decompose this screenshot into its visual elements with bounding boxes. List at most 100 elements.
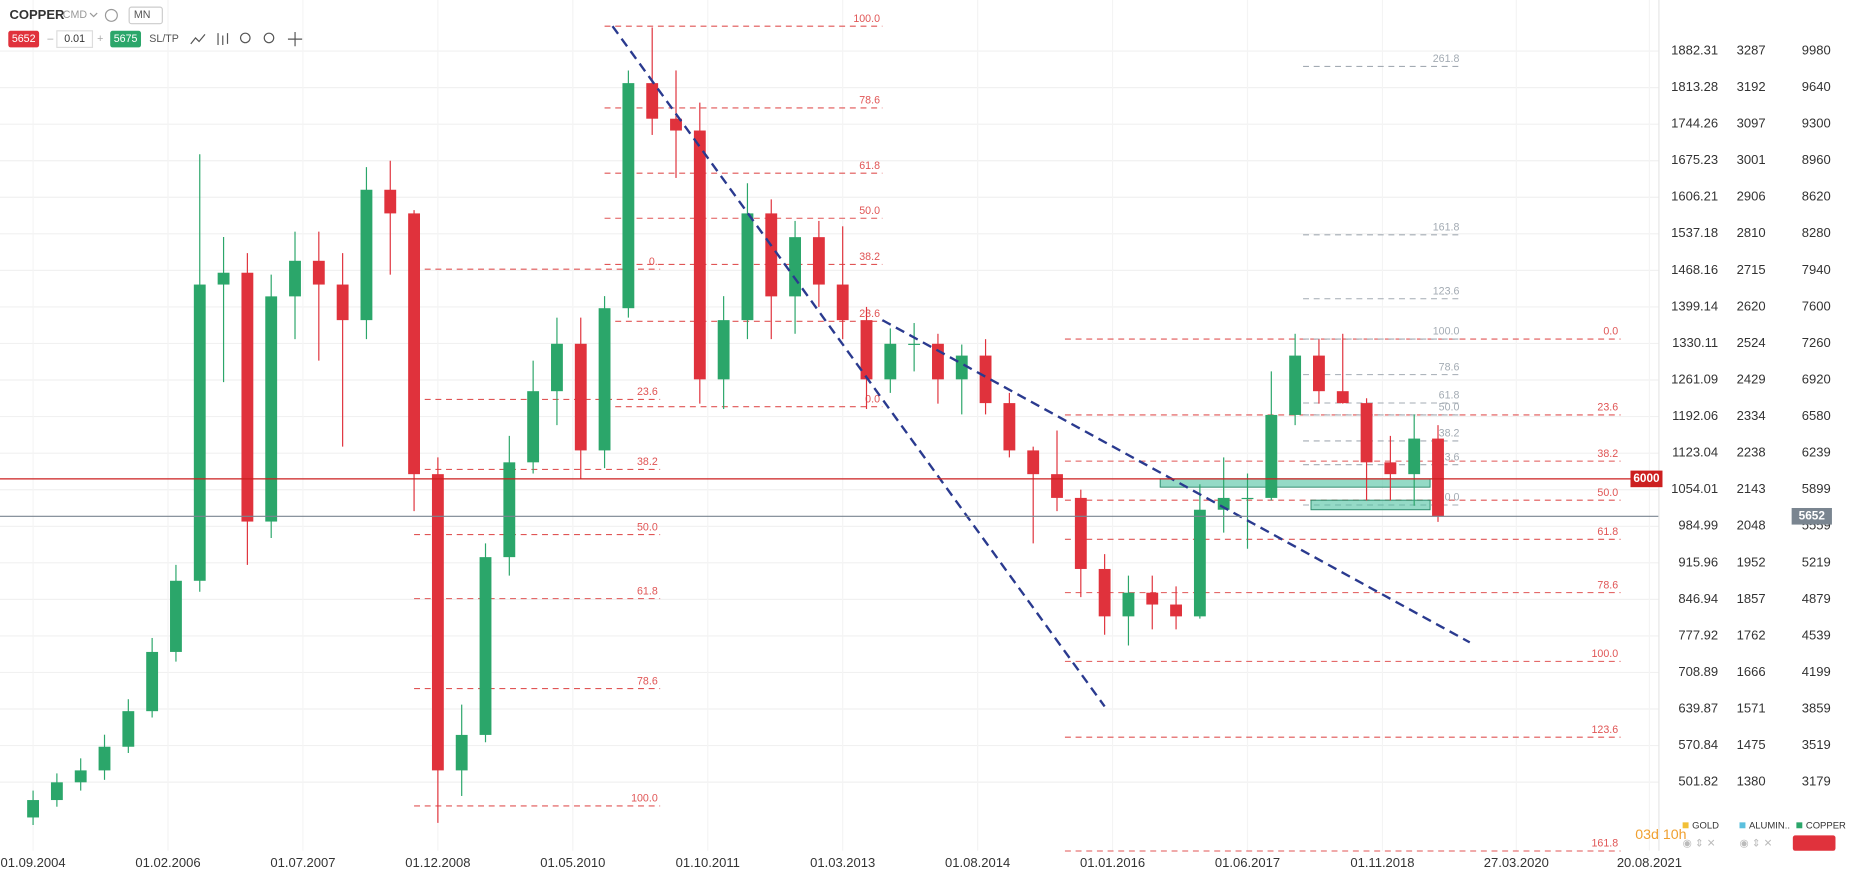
- fib-label: 38.2: [1597, 448, 1618, 460]
- info-icon[interactable]: [104, 8, 118, 22]
- interval-box[interactable]: [128, 6, 163, 25]
- y-tick-label: 4879: [1802, 591, 1831, 606]
- trend-line: [881, 319, 1471, 644]
- y-tick-label: 7940: [1802, 262, 1831, 277]
- candle-body: [455, 734, 468, 771]
- fib-label: 23.6: [1439, 451, 1460, 463]
- candle-body: [741, 213, 754, 321]
- legend-swatch: [1739, 822, 1746, 829]
- gold-tick-label: 1192.06: [1672, 408, 1718, 423]
- minus[interactable]: –: [47, 33, 53, 45]
- plus[interactable]: +: [97, 33, 103, 45]
- interval[interactable]: MN: [134, 9, 151, 21]
- y-tick-label: 8620: [1802, 189, 1831, 204]
- price-level-label: 5652: [1799, 508, 1826, 522]
- market: CMD: [63, 9, 88, 21]
- candle-body: [622, 83, 635, 309]
- y-tick-label: 4199: [1802, 664, 1831, 679]
- volume[interactable]: 0.01: [64, 33, 85, 45]
- volume-box[interactable]: [56, 30, 94, 48]
- legend-label: GOLD: [1692, 820, 1719, 831]
- fib-label: 123.6: [1592, 724, 1619, 736]
- candle-body: [336, 284, 349, 321]
- candle-body: [384, 189, 397, 214]
- candle-body: [551, 343, 563, 392]
- crosshair-icon[interactable]: [287, 31, 303, 47]
- candle-body: [670, 118, 682, 131]
- candle-body: [241, 272, 254, 522]
- candle-body: [1384, 462, 1397, 475]
- fib-label: 123.6: [1433, 285, 1460, 297]
- price-level-label: 6000: [1633, 471, 1660, 485]
- candle-body: [1265, 414, 1278, 498]
- candle-body: [1122, 592, 1135, 617]
- fib-label: 261.8: [1433, 53, 1460, 65]
- candle-body: [884, 343, 897, 380]
- fib-label: 100.0: [1433, 326, 1460, 338]
- buy-price[interactable]: 5675: [114, 33, 138, 45]
- candle-body: [27, 800, 39, 818]
- candle-body: [1432, 438, 1444, 517]
- candle-body: [765, 213, 778, 297]
- x-tick-label: 27.03.2020: [1484, 855, 1549, 870]
- candle-body: [98, 746, 111, 771]
- candle-body: [812, 237, 825, 285]
- support-zone: [1310, 499, 1431, 511]
- gold-tick-label: 1330.11: [1672, 335, 1718, 350]
- x-tick-label: 01.06.2017: [1215, 855, 1280, 870]
- sell-button[interactable]: [8, 30, 40, 48]
- dropdown-icon[interactable]: [89, 12, 98, 18]
- sltp[interactable]: SL/TP: [149, 33, 179, 45]
- candle-body: [1051, 474, 1063, 498]
- candle-body: [193, 284, 206, 581]
- x-tick-label: 01.11.2018: [1350, 855, 1414, 870]
- y-tick-label: 4539: [1802, 627, 1831, 642]
- candle-body: [217, 272, 230, 285]
- gold-tick-label: 1468.16: [1671, 262, 1718, 277]
- fib-label: 38.2: [637, 456, 658, 468]
- gold-tick-label: 1399.14: [1671, 298, 1718, 313]
- aluminum-tick-label: 3287: [1737, 43, 1766, 58]
- candle-body: [1313, 355, 1325, 392]
- candle-body: [598, 308, 611, 451]
- buy-button[interactable]: [110, 30, 142, 48]
- legend-swatch: [1796, 822, 1803, 829]
- fib-label: 78.6: [637, 675, 658, 687]
- candle-body: [1170, 604, 1182, 617]
- y-tick-label: 6239: [1802, 445, 1831, 460]
- candle-body: [693, 130, 706, 380]
- aluminum-tick-label: 1380: [1737, 774, 1766, 789]
- y-tick-label: 6920: [1802, 371, 1831, 386]
- aluminum-tick-label: 1666: [1737, 664, 1766, 679]
- x-tick-label: 01.02.2006: [135, 855, 200, 870]
- candle-body: [360, 189, 373, 321]
- gold-tick-label: 501.82: [1678, 774, 1718, 789]
- sell-price[interactable]: 5652: [12, 33, 36, 45]
- aluminum-tick-label: 2143: [1737, 481, 1766, 496]
- aluminum-tick-label: 2620: [1737, 298, 1766, 313]
- candle-tool-icon[interactable]: [217, 33, 229, 46]
- fib-label: 23.6: [859, 308, 880, 320]
- candle-body: [1408, 438, 1421, 475]
- y-tick-label: 5899: [1802, 481, 1831, 496]
- fib-label: 61.8: [1439, 390, 1460, 402]
- aluminum-tick-label: 2715: [1737, 262, 1766, 277]
- fib-label: 50.0: [1597, 487, 1618, 499]
- timer: 03d 10h: [1635, 827, 1686, 843]
- price-level-box: [1630, 470, 1663, 488]
- gold-tick-label: 1261.09: [1671, 371, 1718, 386]
- legend-label: ALUMIN..: [1749, 820, 1790, 831]
- fib-label: 0.0: [865, 393, 880, 405]
- candle-body: [1193, 509, 1206, 617]
- gold-tick-label: 984.99: [1678, 518, 1718, 533]
- aluminum-tick-label: 2906: [1737, 189, 1766, 204]
- gold-tick-label: 1054.01: [1671, 481, 1718, 496]
- support-zone: [1159, 478, 1431, 488]
- line-tool-icon[interactable]: [190, 33, 206, 45]
- x-tick-label: 01.01.2016: [1080, 855, 1145, 870]
- zoom-in-icon[interactable]: [263, 32, 275, 44]
- zoom-out-icon[interactable]: [239, 32, 251, 44]
- aluminum-tick-label: 1475: [1737, 737, 1766, 752]
- candle-body: [1336, 391, 1349, 404]
- candle-body: [1360, 403, 1373, 463]
